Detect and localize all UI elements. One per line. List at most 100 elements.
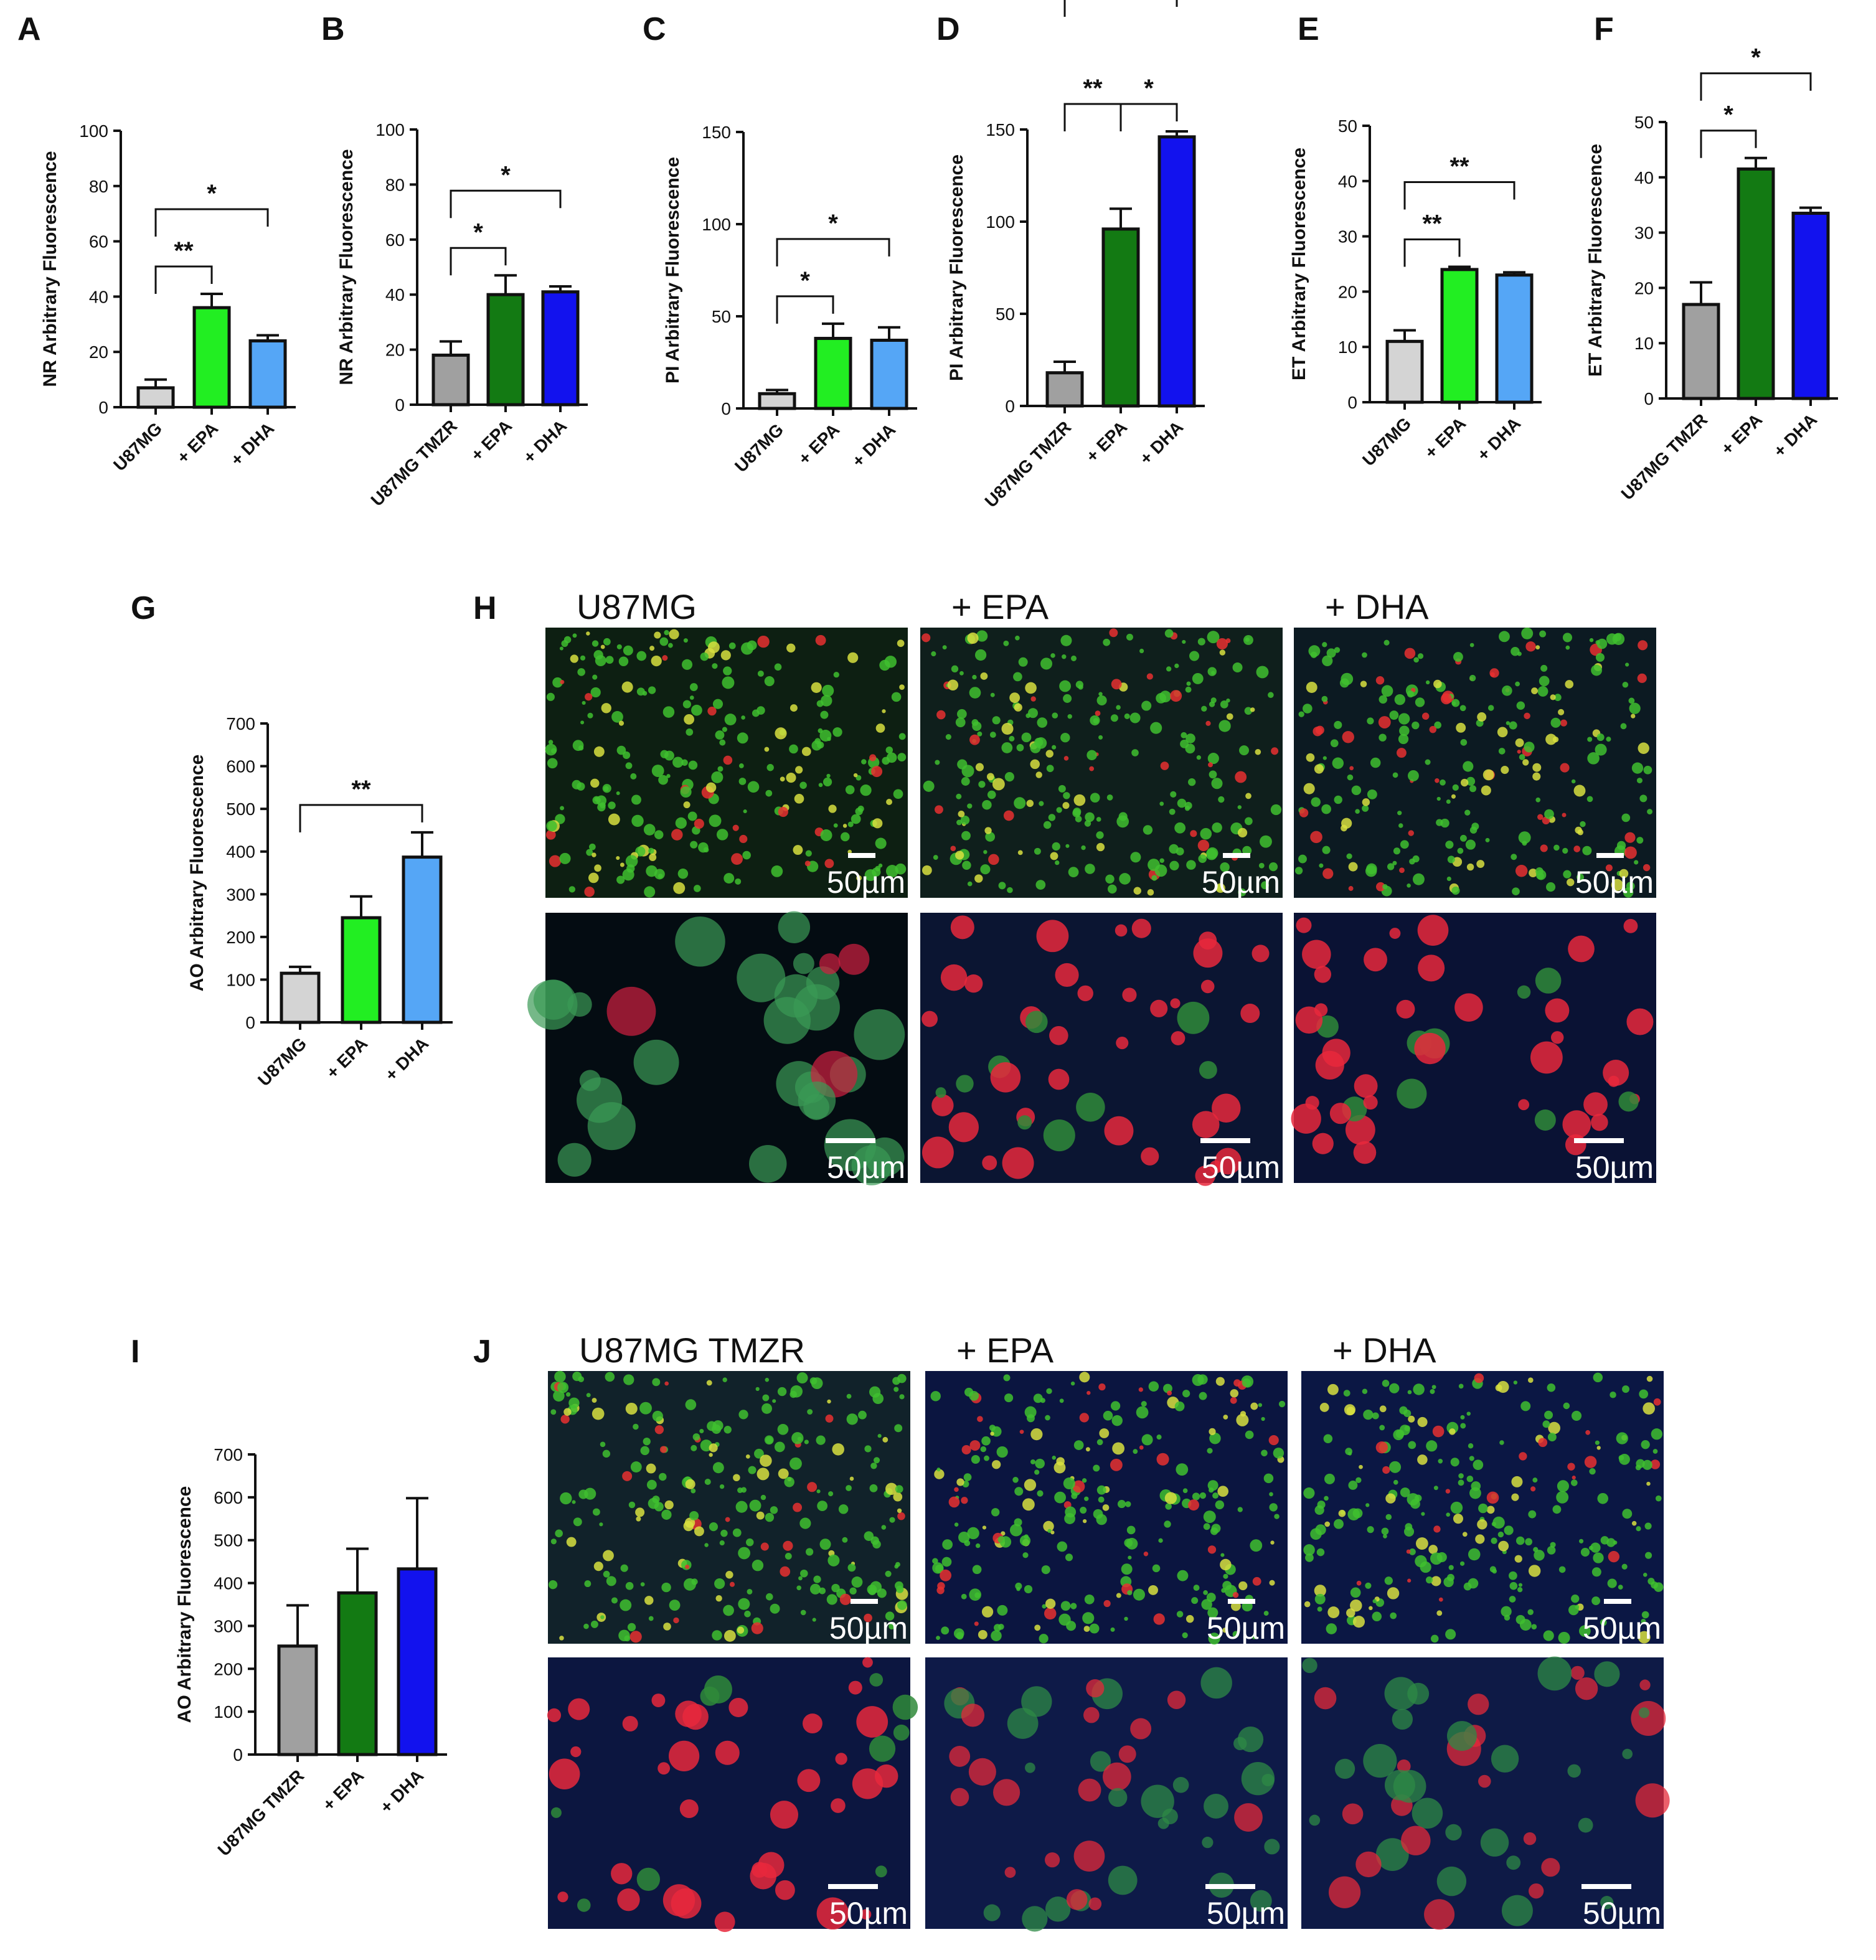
cell [1460,1415,1465,1420]
cell [1525,641,1536,652]
cell [553,1390,565,1402]
cell [1148,1381,1159,1392]
cell [1408,1415,1415,1423]
cell [869,1735,896,1762]
cell [1117,1500,1126,1509]
cell [1562,1110,1591,1139]
cell [1025,1762,1035,1773]
cell [1048,814,1056,821]
cell [793,1502,803,1512]
cell [1018,657,1028,667]
cell [1438,1597,1443,1602]
cell [1552,1505,1562,1514]
cell [1600,1619,1607,1626]
cell [869,1484,878,1492]
cell [631,794,641,805]
cell [1112,1442,1125,1455]
cell [1204,1793,1228,1819]
cell [1295,1006,1323,1034]
cell [1413,657,1419,663]
cell [1244,707,1253,715]
cell [1090,715,1100,726]
cell [935,760,940,765]
cell [1042,1604,1047,1609]
cell [1378,716,1391,728]
cell [853,773,858,778]
x-tick-label: U87MG TMZR [367,416,461,510]
cell [1365,865,1377,877]
cell [1457,847,1464,854]
cell [1303,1487,1315,1499]
cell [694,1526,704,1537]
cell [1130,1718,1152,1740]
x-tick-label: + EPA [1717,410,1766,458]
cell [1407,883,1411,888]
cell [659,1472,667,1481]
cell [877,1434,882,1438]
cell [1591,1113,1608,1131]
y-tick-label: 60 [385,230,405,250]
cell [1219,649,1226,656]
cell [1303,704,1313,714]
cell [747,640,757,651]
cell [592,674,598,680]
cell [673,1617,679,1624]
cell [1624,846,1637,859]
bar [431,353,470,407]
bar [814,337,852,410]
cell [1359,1464,1363,1469]
cell [1532,1477,1538,1483]
cell [1270,1540,1275,1545]
cell [689,695,694,700]
cell [1196,755,1201,760]
cell [1185,743,1195,754]
cell [675,916,725,967]
cell [1111,1415,1123,1426]
cell [1635,1783,1670,1818]
cell [1319,863,1324,868]
x-tick-label: + DHA [1473,413,1524,464]
cell [1567,1463,1575,1471]
bar [486,293,525,407]
cell [1330,739,1339,748]
cell [1148,859,1160,871]
cell [975,763,984,771]
cell [832,1443,844,1456]
cell [648,847,654,854]
cell [1389,710,1399,720]
cell [897,639,905,648]
cell [636,1516,641,1522]
cell [616,791,620,796]
cell [1306,682,1317,693]
cell [603,1550,614,1562]
cell [724,714,737,726]
cell [715,730,725,740]
cell [1108,1865,1138,1895]
cell [664,1500,674,1510]
cell [1223,1415,1228,1420]
y-tick-label: 150 [702,123,731,142]
cell [897,1508,902,1514]
cell [1106,794,1113,801]
cell [742,850,751,860]
y-tick-label: 40 [1634,168,1654,187]
y-tick-label: 50 [996,304,1015,324]
cell [587,1102,636,1151]
y-axis-label: AO Arbitrary Fluorescence [174,1486,195,1723]
cell [956,819,962,826]
cell [1347,774,1354,781]
cell [686,728,694,736]
cell [842,1537,848,1543]
bar [1385,339,1424,404]
cell [1395,1430,1405,1438]
cell [1413,1383,1425,1395]
cell [1363,1744,1397,1778]
cell [1524,712,1530,720]
cell [1102,1504,1110,1511]
cell [1608,1075,1619,1087]
cell [1462,1532,1468,1537]
cell [654,830,664,839]
cell [621,681,633,693]
cell [1509,1581,1518,1590]
cell [1182,639,1186,644]
